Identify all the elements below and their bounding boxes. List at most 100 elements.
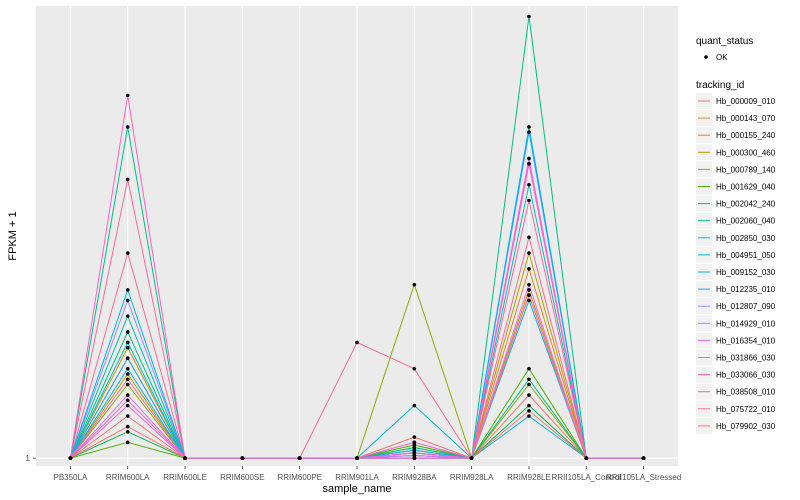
data-point — [527, 125, 531, 129]
data-point — [125, 345, 130, 350]
x-tick-label: RRIM928LE — [507, 473, 551, 482]
legend-label: Hb_033066_030 — [716, 371, 776, 380]
data-point — [125, 356, 130, 361]
data-point — [125, 403, 130, 408]
data-point — [527, 267, 531, 271]
data-point — [125, 314, 130, 318]
data-point — [469, 456, 474, 460]
data-point — [412, 448, 417, 453]
x-tick-label: RRIM928LA — [450, 473, 494, 482]
grid-lines — [36, 6, 678, 466]
data-point — [527, 130, 531, 134]
data-point — [297, 456, 302, 460]
legend-label-ok: OK — [716, 53, 728, 62]
x-tick-label: RRIM600LE — [163, 473, 207, 482]
legend-title-quant-status: quant_status — [696, 36, 753, 47]
data-point — [125, 382, 130, 387]
data-point — [412, 440, 417, 445]
data-point — [412, 403, 417, 408]
data-point — [125, 251, 130, 255]
legend-label: Hb_038508_010 — [716, 388, 776, 397]
data-point — [125, 330, 130, 334]
data-point — [412, 453, 417, 458]
data-point — [125, 430, 130, 434]
data-point — [527, 377, 531, 382]
legend-label: Hb_014929_010 — [716, 319, 776, 328]
legend-label: Hb_002850_030 — [716, 234, 776, 243]
x-tick-label: RRIM928BA — [392, 473, 437, 482]
data-point — [527, 282, 531, 287]
axes: PB350LA RRIM600LA RRIM600LE RRIM600SE RRIM60… — [26, 454, 682, 482]
data-point — [412, 366, 417, 371]
legend-title-tracking-id: tracking_id — [696, 80, 744, 91]
data-point — [527, 403, 531, 408]
legend-label: Hb_012235_010 — [716, 285, 776, 294]
data-point — [527, 293, 531, 297]
legend-label: Hb_012807_090 — [716, 302, 776, 311]
data-point — [527, 366, 531, 371]
data-point — [527, 251, 531, 255]
data-point — [412, 282, 417, 287]
legend-label: Hb_002042_240 — [716, 200, 776, 209]
legend-label: Hb_000143_070 — [716, 114, 776, 123]
data-point — [125, 424, 130, 429]
data-point — [412, 451, 417, 455]
data-point — [527, 298, 531, 303]
legend-label: Hb_075722_010 — [716, 405, 776, 414]
data-point — [527, 182, 531, 187]
data-point — [240, 456, 245, 460]
data-point — [412, 445, 417, 450]
legend-label: Hb_001629_040 — [716, 183, 776, 192]
x-axis-title: sample_name — [322, 483, 391, 495]
legend-label: Hb_000009_010 — [716, 97, 776, 106]
legend-key-ok — [704, 55, 708, 59]
data-point — [125, 298, 130, 303]
data-point — [412, 443, 417, 447]
data-point — [527, 156, 531, 161]
data-point — [412, 435, 417, 439]
data-point — [125, 125, 130, 129]
data-point — [527, 14, 531, 19]
data-point — [527, 161, 531, 166]
data-point — [125, 393, 130, 397]
data-points — [68, 14, 646, 460]
data-point — [125, 93, 130, 98]
x-tick-label: RRIM600SE — [220, 473, 264, 482]
data-point — [527, 235, 531, 240]
x-tick-label: RRIM600PE — [277, 473, 321, 482]
data-point — [125, 340, 130, 345]
y-tick-label: 1 — [26, 454, 31, 463]
data-point — [125, 414, 130, 418]
data-point — [412, 456, 417, 460]
legend-label: Hb_002060_040 — [716, 217, 776, 226]
legend-label: Hb_079902_030 — [716, 422, 776, 431]
data-point — [527, 409, 531, 413]
legend-label: Hb_000300_460 — [716, 148, 776, 157]
data-point — [355, 456, 359, 460]
data-point — [355, 340, 359, 345]
x-tick-label: PB350LA — [53, 473, 87, 482]
legend-label: Hb_009152_030 — [716, 268, 776, 277]
legend-label: Hb_031866_030 — [716, 354, 776, 363]
data-point — [125, 288, 130, 292]
data-point — [125, 177, 130, 182]
data-point — [125, 440, 130, 445]
data-point — [527, 288, 531, 292]
data-point — [125, 398, 130, 403]
data-point — [527, 414, 531, 418]
y-axis-title: FPKM + 1 — [7, 211, 19, 260]
legend-label: Hb_000789_140 — [716, 165, 776, 174]
x-tick-label: RRIM600LA — [106, 473, 150, 482]
x-tick-label: RRIM901LA — [335, 473, 379, 482]
x-tick-label: RRII105LA_Stressed — [606, 473, 681, 482]
data-point — [584, 456, 589, 460]
data-point — [183, 456, 187, 460]
legend-label: Hb_000155_240 — [716, 131, 776, 140]
data-point — [125, 366, 130, 371]
data-point — [125, 372, 130, 376]
data-point — [527, 382, 531, 387]
data-point — [527, 198, 531, 203]
data-point — [527, 393, 531, 397]
legend-label: Hb_004951_050 — [716, 251, 776, 260]
